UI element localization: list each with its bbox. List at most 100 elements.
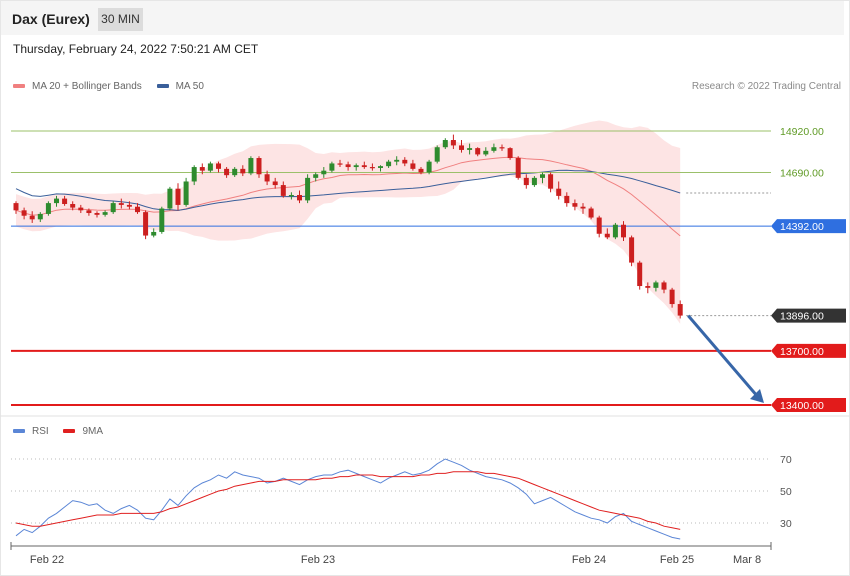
candle-body	[548, 174, 554, 189]
instrument-title: Dax (Eurex)	[12, 11, 90, 27]
level-label-resistance: 14920.00	[780, 126, 824, 138]
candle-body	[224, 168, 230, 176]
forecast-arrow-head	[750, 389, 764, 403]
level-tag-bg	[771, 343, 846, 358]
candle-body	[272, 181, 278, 186]
candle-body	[491, 147, 497, 151]
candle-body	[418, 168, 424, 173]
level-tag-current[interactable]: 13896.00	[771, 308, 846, 323]
legend-item-rsi: RSI	[13, 426, 49, 437]
candle-body	[321, 170, 327, 175]
candle-body	[151, 231, 157, 236]
legend-swatch-9ma	[63, 429, 76, 434]
legend-label-ma50: MA 50	[175, 81, 204, 92]
rsi-9ma-line	[15, 471, 681, 530]
candle-body	[167, 188, 173, 209]
level-tag-bg	[771, 219, 846, 234]
level-label-current: 13896.00	[780, 311, 824, 323]
x-tick-label: Feb 24	[572, 554, 606, 566]
candle-body	[353, 165, 359, 168]
candle-body	[329, 163, 335, 171]
ma20-line	[15, 156, 681, 237]
candle-body	[434, 147, 440, 162]
legend-label-ma20: MA 20 + Bollinger Bands	[32, 81, 142, 92]
rsi-tick-label: 30	[780, 518, 792, 530]
candle-body	[475, 148, 481, 155]
candle-body	[78, 207, 84, 211]
candle-body	[54, 198, 59, 204]
candle-body	[37, 213, 43, 220]
candle-body	[645, 286, 651, 288]
legend-label-rsi: RSI	[32, 426, 49, 437]
candle-body	[216, 163, 221, 169]
candle-body	[410, 163, 416, 169]
legend-item-ma20: MA 20 + Bollinger Bands	[13, 81, 142, 92]
candle-body	[523, 177, 529, 186]
candle-body	[669, 289, 675, 305]
candle-body	[337, 163, 343, 165]
level-tag-pivot[interactable]: 14392.00	[771, 219, 846, 234]
candle-body	[45, 203, 51, 214]
level-tag-support[interactable]: 13700.00	[771, 343, 846, 358]
candle-body	[596, 217, 602, 234]
candle-body	[661, 282, 667, 290]
level-label-resistance: 14690.00	[780, 167, 824, 179]
rsi-line	[15, 458, 681, 540]
ma50-line	[15, 169, 681, 211]
x-tick-label: Mar 8	[733, 554, 761, 566]
candle-body	[378, 166, 383, 168]
candle-body	[580, 206, 586, 209]
rsi-legend: RSI 9MA	[13, 426, 115, 437]
candle-body	[515, 158, 521, 178]
candle-body	[191, 167, 197, 182]
candle-body	[621, 224, 626, 238]
candle-body	[102, 212, 108, 215]
candle-body	[240, 168, 246, 174]
candle-body	[637, 262, 643, 287]
candle-body	[361, 165, 367, 168]
rsi-tick-label: 70	[780, 454, 792, 466]
candle-body	[442, 140, 448, 148]
legend-item-ma50: MA 50	[156, 81, 204, 92]
candle-body	[288, 194, 294, 197]
candle-body	[426, 161, 432, 173]
main-legend: MA 20 + Bollinger Bands MA 50	[13, 81, 216, 92]
level-label-pivot: 14392.00	[780, 221, 824, 233]
candle-body	[386, 161, 392, 167]
candle-body	[256, 158, 262, 175]
candle-body	[70, 204, 76, 208]
x-tick-label: Feb 25	[660, 554, 694, 566]
candle-body	[29, 215, 35, 220]
candle-body	[467, 148, 473, 150]
candle-body	[369, 167, 375, 169]
bollinger-band	[16, 120, 681, 324]
level-tag-support[interactable]: 13400.00	[771, 398, 846, 412]
level-label-support: 13700.00	[780, 346, 824, 358]
candle-body	[183, 181, 189, 205]
forecast-arrow	[687, 314, 760, 398]
legend-swatch-ma50	[156, 84, 169, 89]
candle-body	[450, 140, 456, 146]
candle-body	[305, 177, 311, 201]
candle-body	[264, 174, 270, 182]
candle-body	[588, 208, 594, 218]
candle-body	[159, 208, 165, 232]
candle-body	[540, 174, 545, 178]
candle-body	[629, 237, 635, 263]
level-label-support: 13400.00	[780, 400, 824, 412]
legend-swatch-ma20	[13, 84, 25, 89]
x-tick-label: Feb 23	[301, 554, 335, 566]
candle-body	[531, 177, 537, 186]
candle-body	[62, 198, 68, 205]
candle-body	[499, 147, 505, 149]
level-tag-bg	[771, 398, 846, 412]
candle-body	[564, 195, 570, 204]
candle-body	[94, 213, 100, 215]
candle-body	[483, 150, 489, 155]
timeframe-button[interactable]: 30 MIN	[98, 8, 143, 31]
legend-swatch-rsi	[13, 429, 25, 434]
candle-body	[459, 145, 464, 150]
candle-body	[402, 159, 408, 164]
candle-body	[143, 212, 149, 236]
